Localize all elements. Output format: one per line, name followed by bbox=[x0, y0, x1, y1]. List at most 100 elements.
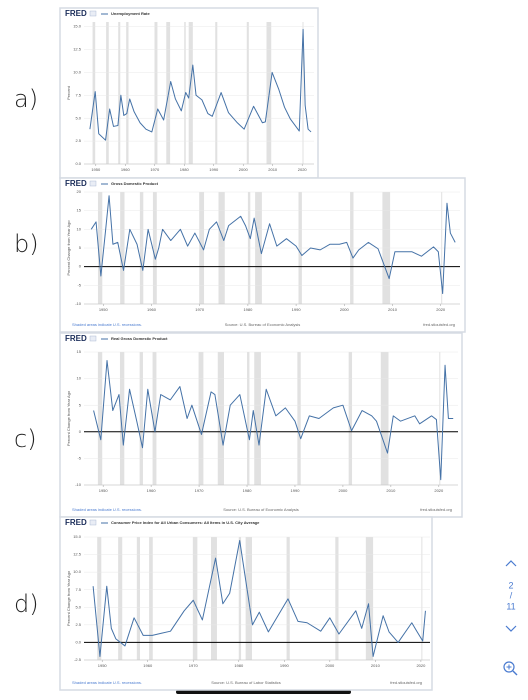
home-indicator bbox=[176, 690, 351, 694]
y-tick-label: 0.0 bbox=[75, 161, 81, 166]
brand-icon bbox=[89, 335, 97, 342]
x-tick-label: 1990 bbox=[292, 307, 302, 312]
recession-band bbox=[188, 22, 193, 164]
footer-url: fred.stlouisfed.org bbox=[420, 507, 452, 512]
page-count: 11 bbox=[506, 601, 515, 611]
recession-band bbox=[198, 352, 204, 485]
y-axis-label: Percent Change from Year Ago bbox=[66, 570, 71, 626]
x-tick-label: 1950 bbox=[91, 167, 101, 172]
footer-url: fred.stlouisfed.org bbox=[390, 680, 422, 685]
chart: FRED Consumer Price Index for All Urban C… bbox=[59, 516, 433, 691]
recession-band bbox=[247, 352, 250, 485]
brand-icon bbox=[89, 180, 97, 187]
x-tick-label: 1960 bbox=[143, 663, 153, 668]
recession-band bbox=[126, 22, 129, 164]
recession-band bbox=[97, 352, 103, 485]
recession-band bbox=[192, 537, 198, 660]
brand-icon bbox=[89, 10, 97, 17]
footer-source: Source: U.S. Bureau of Labor Statistics bbox=[211, 680, 281, 685]
y-tick-label: 0 bbox=[79, 264, 82, 269]
footer-source: Source: U.S. Bureau of Economic Analysis bbox=[225, 322, 301, 327]
x-tick-label: 1950 bbox=[99, 307, 109, 312]
x-tick-label: 2010 bbox=[371, 663, 381, 668]
x-tick-label: 2020 bbox=[416, 663, 426, 668]
panel-label: c) bbox=[14, 425, 37, 453]
legend-label: Consumer Price Index for All Urban Consu… bbox=[111, 520, 260, 525]
recession-band bbox=[215, 22, 218, 164]
x-tick-label: 2010 bbox=[388, 307, 398, 312]
y-tick-label: 7.5 bbox=[75, 587, 81, 592]
recession-band bbox=[149, 537, 153, 660]
y-tick-label: 5.0 bbox=[75, 115, 81, 120]
recession-band bbox=[97, 537, 102, 660]
brand: FRED bbox=[65, 518, 87, 527]
recession-band bbox=[297, 352, 301, 485]
x-tick-label: 1960 bbox=[147, 488, 157, 493]
recession-band bbox=[106, 22, 109, 164]
brand: FRED bbox=[65, 334, 87, 343]
legend-label: Gross Domestic Product bbox=[111, 181, 159, 186]
y-tick-label: 10 bbox=[77, 226, 82, 231]
page-up[interactable] bbox=[505, 560, 517, 567]
x-tick-label: 1980 bbox=[243, 307, 253, 312]
y-tick-label: -10 bbox=[75, 482, 82, 487]
chart-frame bbox=[59, 332, 463, 518]
y-tick-label: 10 bbox=[77, 376, 82, 381]
footer-note: Shaded areas indicate U.S. recessions. bbox=[72, 507, 142, 512]
panel-label: b) bbox=[14, 230, 39, 258]
x-tick-label: 1990 bbox=[209, 167, 219, 172]
recession-band bbox=[421, 537, 423, 660]
y-tick-label: 7.5 bbox=[75, 92, 81, 97]
series-line bbox=[93, 360, 454, 481]
y-axis-label: Percent bbox=[66, 85, 71, 100]
recession-band bbox=[254, 352, 261, 485]
y-tick-label: 15 bbox=[77, 349, 82, 354]
y-tick-label: 5 bbox=[79, 402, 82, 407]
x-tick-label: 2000 bbox=[340, 307, 350, 312]
x-tick-label: 2010 bbox=[268, 167, 278, 172]
footer-source: Source: U.S. Bureau of Economic Analysis bbox=[223, 507, 299, 512]
recession-band bbox=[118, 537, 123, 660]
x-tick-label: 1970 bbox=[195, 488, 205, 493]
y-axis-label: Percent Change from Year Ago bbox=[66, 390, 71, 446]
recession-band bbox=[365, 537, 374, 660]
y-tick-label: 5 bbox=[79, 245, 82, 250]
chart-frame bbox=[59, 177, 466, 333]
x-tick-label: 1990 bbox=[291, 488, 301, 493]
footer-url: fred.stlouisfed.org bbox=[423, 322, 455, 327]
x-tick-label: 1970 bbox=[195, 307, 205, 312]
recession-band bbox=[238, 537, 242, 660]
footer-note: Shaded areas indicate U.S. recessions. bbox=[72, 322, 142, 327]
x-tick-label: 2010 bbox=[386, 488, 396, 493]
brand-icon bbox=[89, 519, 97, 526]
legend-label: Real Gross Domestic Product bbox=[111, 336, 168, 341]
y-tick-label: 0.0 bbox=[75, 639, 81, 644]
y-tick-label: -10 bbox=[75, 301, 82, 306]
chart: FRED Gross Domestic Product-10-5051015201… bbox=[59, 177, 466, 333]
series-line bbox=[92, 540, 426, 657]
chart: FRED Real Gross Domestic Product -10 -5 0 5 10… bbox=[59, 332, 463, 518]
brand: FRED bbox=[65, 179, 87, 188]
x-tick-label: 1960 bbox=[121, 167, 131, 172]
legend-label: Unemployment Rate bbox=[111, 11, 150, 16]
x-tick-label: 2020 bbox=[434, 488, 444, 493]
recession-band bbox=[439, 352, 441, 485]
x-tick-label: 2000 bbox=[325, 663, 335, 668]
series-line bbox=[89, 28, 312, 141]
x-tick-label: 1950 bbox=[98, 663, 108, 668]
x-tick-label: 1960 bbox=[147, 307, 157, 312]
x-tick-label: 2000 bbox=[239, 167, 249, 172]
recession-band bbox=[302, 22, 304, 164]
y-tick-label: -2.5 bbox=[74, 657, 82, 662]
page-down[interactable] bbox=[505, 625, 517, 632]
y-tick-label: -5 bbox=[77, 282, 81, 287]
y-tick-label: 0 bbox=[79, 429, 82, 434]
recession-band bbox=[92, 22, 96, 164]
recession-band bbox=[154, 22, 158, 164]
x-tick-label: 1980 bbox=[234, 663, 244, 668]
y-tick-label: 20 bbox=[77, 189, 82, 194]
recession-band bbox=[152, 352, 157, 485]
zoom-button[interactable] bbox=[503, 661, 518, 676]
recession-band bbox=[217, 352, 225, 485]
